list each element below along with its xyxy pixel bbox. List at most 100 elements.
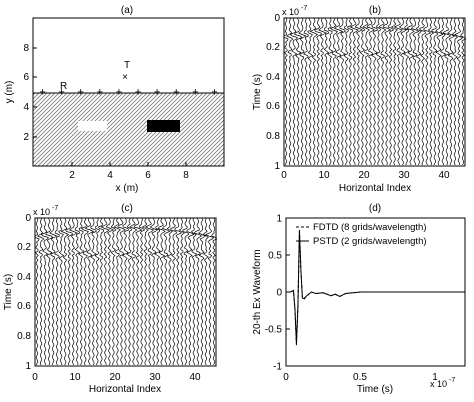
wiggle-trace [141, 217, 149, 366]
panel-a-xtick: 8 [183, 170, 189, 181]
wiggle-trace [90, 217, 97, 366]
wiggle-trace [314, 17, 322, 166]
wiggle-trace [382, 17, 392, 166]
wiggle-trace [84, 217, 95, 366]
wiggle-trace [49, 217, 58, 366]
panel-c-xtick: 20 [109, 372, 121, 383]
panel-d-xtick: 0 [283, 372, 289, 383]
wiggle-trace [211, 217, 218, 366]
wiggle-trace [58, 217, 65, 366]
wiggle-trace [34, 217, 40, 366]
wiggle-trace [65, 217, 73, 366]
wiggle-trace [69, 217, 79, 366]
panel-c-ylabel: Time (s) [3, 274, 14, 310]
panel-c-ytick: 0.6 [17, 301, 31, 312]
wiggle-trace [193, 217, 203, 366]
panel-c-xlabel: Horizontal Index [89, 384, 161, 395]
wiggle-trace [110, 217, 117, 366]
panel-c-label: (c) [121, 203, 133, 214]
wiggle-trace [349, 17, 359, 166]
wiggle-trace [447, 17, 456, 166]
panel-b-label: (b) [369, 5, 381, 16]
wiggle-trace [289, 17, 298, 166]
wiggle-trace [178, 217, 186, 366]
wiggle-trace [60, 217, 70, 366]
panel-c-xtick: 40 [189, 372, 201, 383]
wiggle-trace [451, 17, 458, 166]
wiggle-trace [205, 217, 215, 366]
panel-a-white-object [78, 121, 107, 131]
wiggle-trace [198, 217, 207, 366]
wiggle-trace [40, 217, 49, 366]
panel-a-xtick: 4 [107, 170, 113, 181]
wiggle-trace [339, 17, 346, 166]
panel-a-ylabel: y (m) [4, 81, 15, 104]
panel-b-ylabel: Time (s) [252, 74, 263, 110]
panel-c-scale-base: x 10 [33, 207, 50, 217]
wiggle-trace [138, 217, 146, 366]
panel-b-scale-base: x 10 [282, 7, 299, 17]
wiggle-trace [307, 17, 314, 166]
wiggle-trace [460, 17, 467, 166]
panel-c-xtick: 10 [69, 372, 81, 383]
wiggle-trace [419, 17, 427, 166]
panel-c-ytick: 0.8 [17, 331, 31, 342]
receiver-marker: + [154, 87, 160, 99]
panel-d-label: (d) [369, 203, 381, 214]
wiggle-trace [370, 17, 379, 166]
panel-b-scale-exponent: -7 [301, 5, 307, 12]
wiggle-trace [117, 217, 127, 366]
wiggle-trace [283, 17, 289, 166]
wiggle-trace [45, 217, 54, 366]
panel-d-ytick: 0 [276, 288, 282, 299]
wiggle-trace [166, 217, 173, 366]
wiggle-trace [174, 217, 183, 366]
wiggle-trace [442, 17, 452, 166]
wiggle-trace [129, 217, 138, 366]
wiggle-trace [323, 17, 330, 166]
panel-c-ytick: 0 [25, 213, 31, 224]
panel-c-scale-label: x 10 -7 [33, 205, 58, 217]
panel-c-scale-exponent: -7 [52, 205, 58, 212]
panel-b-xtick: 0 [281, 170, 287, 181]
panel-b-xlabel: Horizontal Index [339, 183, 411, 194]
panel-a-source-label: T [124, 60, 130, 71]
wiggle-trace [191, 217, 198, 366]
wiggle-trace [182, 217, 190, 366]
receiver-marker: + [135, 87, 141, 99]
receiver-marker: + [173, 87, 179, 99]
panel-d-xtick: 1 [432, 372, 438, 383]
panel-d-scale-exponent: -7 [449, 377, 455, 384]
wiggle-trace [393, 17, 404, 166]
panel-b-ytick: 0.2 [266, 42, 280, 53]
wiggle-trace [406, 17, 415, 166]
wiggle-trace [359, 17, 366, 166]
receiver-marker: + [116, 87, 122, 99]
wiggle-trace [431, 17, 439, 166]
wiggle-trace [298, 17, 307, 166]
wiggle-trace [410, 17, 420, 166]
wiggle-trace [170, 217, 178, 366]
wiggle-trace [105, 217, 115, 366]
receiver-marker: + [39, 87, 45, 99]
wiggle-trace [415, 17, 422, 166]
wiggle-trace [186, 217, 195, 366]
panel-d-ytick: -1 [273, 362, 282, 373]
panel-a-xlabel: x (m) [116, 183, 139, 194]
panel-c-ytick: 1 [25, 361, 31, 372]
panel-a-receiver-label: R [60, 81, 67, 92]
wiggle-trace [327, 17, 334, 166]
wiggle-trace [153, 217, 161, 366]
wiggle-trace [133, 217, 143, 366]
panel-b-scale-label: x 10 -7 [282, 5, 307, 17]
panel-d-xlabel: Time (s) [357, 384, 393, 395]
panel-a-xtick: 6 [145, 170, 151, 181]
receiver-marker: + [211, 87, 217, 99]
wiggle-trace [294, 17, 303, 166]
panel-c-xtick: 30 [149, 372, 161, 383]
wiggle-trace [435, 17, 444, 166]
panel-c-xtick: 0 [32, 372, 38, 383]
wiggle-trace [157, 217, 166, 366]
panel-a-subsurface [33, 93, 224, 166]
